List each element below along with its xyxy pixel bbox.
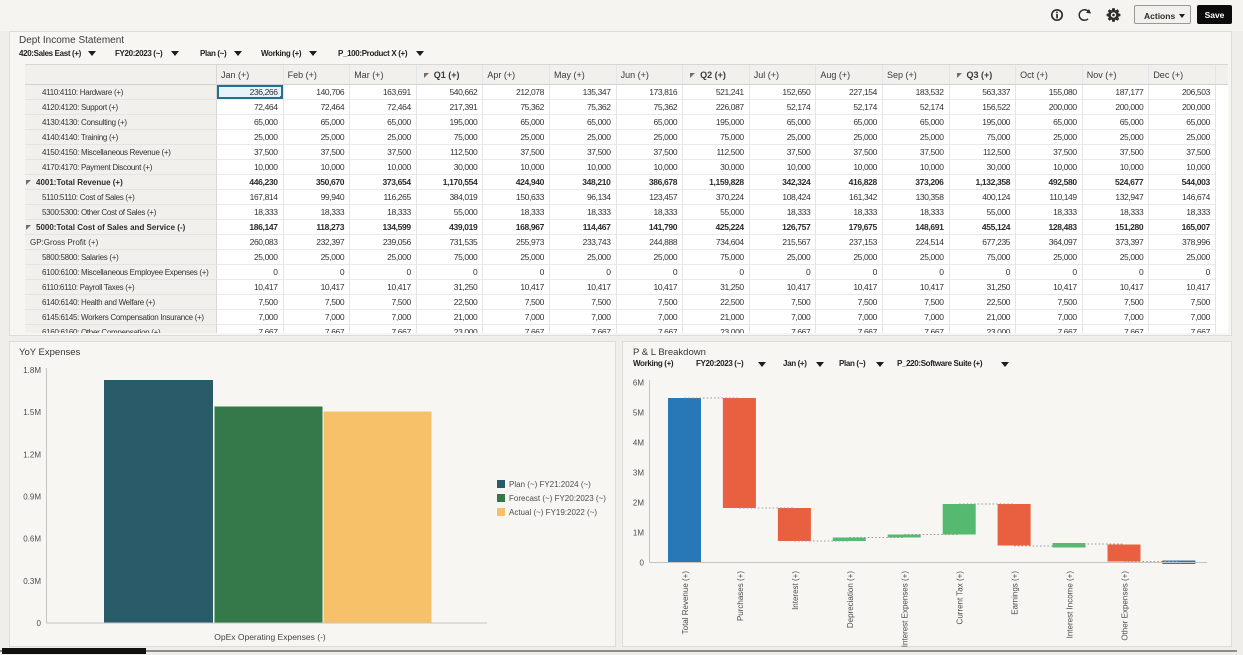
svg-text:1.5M: 1.5M [23, 408, 41, 417]
svg-text:Forecast (~) FY20:2023 (~): Forecast (~) FY20:2023 (~) [509, 494, 606, 503]
svg-text:0.6M: 0.6M [23, 535, 41, 544]
svg-text:Interest Expenses (+): Interest Expenses (+) [901, 571, 910, 648]
svg-text:0: 0 [640, 559, 645, 568]
svg-text:Interest Income (+): Interest Income (+) [1066, 571, 1075, 639]
svg-text:Actual (~) FY19:2022 (~): Actual (~) FY19:2022 (~) [509, 508, 597, 517]
svg-text:3M: 3M [633, 469, 644, 478]
svg-text:2M: 2M [633, 499, 644, 508]
svg-text:Plan (~) FY21:2024 (~): Plan (~) FY21:2024 (~) [509, 480, 591, 489]
svg-text:6M: 6M [633, 379, 644, 388]
svg-text:Current Tax (+): Current Tax (+) [956, 571, 965, 625]
svg-text:0.3M: 0.3M [23, 577, 41, 586]
svg-text:1M: 1M [633, 529, 644, 538]
svg-text:0.9M: 0.9M [23, 493, 41, 502]
svg-text:Total Revenue (+): Total Revenue (+) [681, 571, 690, 635]
svg-text:4M: 4M [633, 439, 644, 448]
svg-text:1.2M: 1.2M [23, 450, 41, 459]
svg-text:Other Expenses (+): Other Expenses (+) [1121, 571, 1130, 641]
svg-text:Earnings (+): Earnings (+) [1011, 571, 1020, 615]
svg-text:Interest (+): Interest (+) [791, 571, 800, 610]
svg-text:1.8M: 1.8M [23, 366, 41, 375]
svg-text:0: 0 [37, 619, 42, 628]
svg-text:Purchases (+): Purchases (+) [736, 571, 745, 621]
svg-text:Depreciation (+): Depreciation (+) [846, 571, 855, 628]
svg-text:5M: 5M [633, 409, 644, 418]
svg-text:OpEx Operating Expenses (-): OpEx Operating Expenses (-) [214, 632, 326, 642]
